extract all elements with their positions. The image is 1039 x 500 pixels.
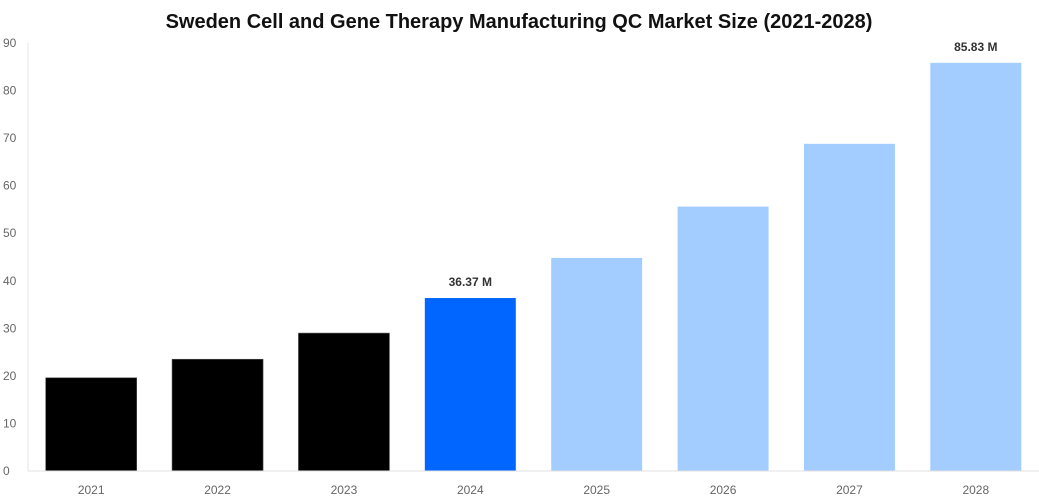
bar-2027 xyxy=(803,143,895,471)
bar-2028 xyxy=(930,62,1022,472)
y-tick-label: 50 xyxy=(3,226,17,240)
data-label: 85.83 M xyxy=(954,40,997,54)
bar-2025 xyxy=(551,257,643,471)
y-tick-label: 60 xyxy=(3,179,17,193)
y-tick-label: 0 xyxy=(3,464,10,478)
y-tick-label: 70 xyxy=(3,131,17,145)
y-tick-label: 90 xyxy=(3,36,17,50)
chart-title: Sweden Cell and Gene Therapy Manufacturi… xyxy=(166,11,873,33)
x-tick-label: 2023 xyxy=(331,483,358,497)
x-tick-label: 2021 xyxy=(78,483,105,497)
y-tick-label: 40 xyxy=(3,274,17,288)
x-tick-label: 2024 xyxy=(457,483,484,497)
bar-2024 xyxy=(424,298,516,471)
bars: 36.37 M 85.83 M xyxy=(45,40,1022,472)
x-axis: 2021 2022 2023 2024 2025 2026 2027 2028 xyxy=(28,470,1039,497)
y-tick-label: 30 xyxy=(3,321,17,335)
x-tick-label: 2025 xyxy=(583,483,610,497)
bar-2022 xyxy=(171,358,264,472)
data-label: 36.37 M xyxy=(449,275,492,289)
x-tick-label: 2028 xyxy=(962,483,989,497)
y-tick-label: 10 xyxy=(3,416,17,430)
bar-2023 xyxy=(298,332,390,472)
x-tick-label: 2026 xyxy=(710,483,737,497)
bar-2021 xyxy=(45,377,137,472)
bar-2026 xyxy=(677,206,769,471)
x-tick-label: 2027 xyxy=(836,483,863,497)
y-tick-label: 20 xyxy=(3,369,17,383)
x-tick-label: 2022 xyxy=(204,483,231,497)
y-axis: 0 10 20 30 40 50 60 70 80 90 xyxy=(3,36,29,478)
y-tick-label: 80 xyxy=(3,84,17,98)
